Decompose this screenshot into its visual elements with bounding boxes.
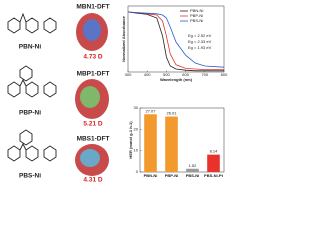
esp-map xyxy=(80,149,100,167)
esp-maps xyxy=(75,13,109,176)
value-label: 27.07 xyxy=(145,108,156,113)
structures xyxy=(7,12,57,162)
value-label: 26.01 xyxy=(166,111,177,116)
x-tick-label: PBN-Ni xyxy=(144,173,158,178)
x-tick-label: 300 xyxy=(125,72,132,77)
dipole: 4.73 D xyxy=(83,54,102,61)
pbn-structure xyxy=(7,12,57,34)
x-tick-label: 600 xyxy=(182,72,189,77)
label: MBN1-DFT xyxy=(76,4,109,11)
bar xyxy=(165,116,178,172)
label: PBP-Ni xyxy=(19,110,41,117)
y-tick-label: 10 xyxy=(134,148,139,153)
legend-label: PBS-Ni xyxy=(190,18,203,23)
line xyxy=(127,11,224,70)
figure: PBN-Ni PBP-Ni PBS-Ni MBN1-DFT 4.73 D MBP… xyxy=(7,4,228,184)
label: PBN-Ni xyxy=(19,44,42,51)
y-tick-label: 20 xyxy=(134,126,139,131)
pbp-structure xyxy=(7,65,57,98)
x-tick-label: 500 xyxy=(163,72,170,77)
bar xyxy=(186,168,199,172)
bar xyxy=(144,114,157,172)
pbs-structure xyxy=(7,129,57,162)
y-tick-label: 0 xyxy=(136,169,139,174)
value-label: 8.14 xyxy=(210,149,219,154)
label: MBS1-DFT xyxy=(77,136,110,143)
dipole: 5.21 D xyxy=(83,121,102,128)
annotation: Eg = 1.93 eV xyxy=(188,45,212,50)
x-tick-label: 700 xyxy=(201,72,208,77)
plot-frame xyxy=(139,107,225,173)
label: MBP1-DFT xyxy=(77,71,110,78)
plot-frame xyxy=(127,5,225,73)
x-tick-label: 800 xyxy=(221,72,228,77)
bar xyxy=(207,154,220,172)
x-axis-label: Wavelength (nm) xyxy=(160,77,193,82)
y-axis-label: HER (mmol g-1 h-1) xyxy=(128,121,133,159)
legend-label: PBN-Ni xyxy=(190,8,203,13)
y-axis-label: Normalized Absorbance xyxy=(121,15,126,61)
esp-map xyxy=(80,86,100,108)
x-tick-label: PBS-Ni xyxy=(186,173,200,178)
x-tick-label: PBP-Ni xyxy=(165,173,179,178)
x-tick-label: 400 xyxy=(144,72,151,77)
line xyxy=(127,11,224,72)
legend-label: PBP-Ni xyxy=(190,13,203,18)
value-label: 1.52 xyxy=(189,163,198,168)
annotation: Eg = 2.52 eV xyxy=(188,33,212,38)
esp-map xyxy=(83,19,101,41)
label: PBS-Ni xyxy=(19,173,41,180)
line xyxy=(127,11,225,68)
x-tick-label: PBS-Ni-Pt xyxy=(204,173,224,178)
y-tick-label: 30 xyxy=(134,105,139,110)
annotation: Eg = 2.33 eV xyxy=(188,39,212,44)
dipole: 4.31 D xyxy=(83,177,102,184)
